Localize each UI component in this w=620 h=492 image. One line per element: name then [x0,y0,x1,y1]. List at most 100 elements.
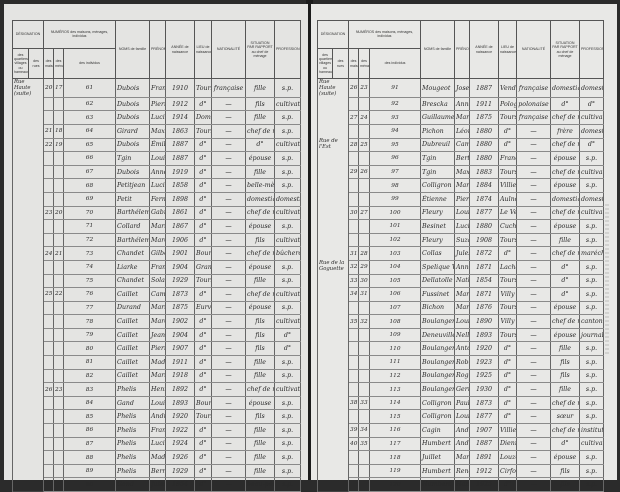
first-names: Louise Marie [149,396,166,411]
profession: cantonnier [579,314,604,329]
designation [12,219,44,234]
maison-number [348,219,359,234]
birthplace: d° [498,341,517,357]
first-names: Marie Henriette [149,301,166,316]
first-names: Suzanne [454,233,470,248]
menage-number [53,219,64,234]
household-relation: domestique [550,192,580,207]
maison-number [348,341,359,357]
designation [12,314,44,329]
individual-number: 103 [369,246,421,261]
birth-year: 1875 [165,301,195,316]
birthplace: Villiers [498,423,517,438]
household-relation: épouse [550,178,580,193]
nationality: — [516,437,551,452]
birthplace: d° [194,341,212,357]
first-names: Marie Émile [454,287,470,302]
birth-year: 1880 [469,138,499,153]
birthplace: Tours [194,274,212,289]
table-row: 221965DuboisÉmile Léon1887d°—d°cultivate… [12,138,301,153]
table-row: 63DuboisLucile Marie1914Dombasle—filles.… [12,110,301,125]
household-relation: fils [550,355,580,370]
nationality: — [516,301,551,316]
birthplace: d° [498,246,517,261]
birthplace: d° [194,450,212,465]
birthplace: Tours [498,328,517,343]
designation [12,138,44,152]
maison-number [43,464,54,479]
household-relation: d° [550,260,580,275]
family-name: Collas [420,246,455,261]
individual-number: 108 [369,314,421,329]
family-name: Colligron [420,409,455,425]
first-names: Madeleine [149,355,166,370]
birth-year: 1887 [469,437,499,452]
family-name: Girard [115,124,150,139]
nationality: — [516,233,551,248]
nationality: — [516,382,551,397]
profession: s.p. [579,219,604,234]
profession: cultivateur [274,206,301,221]
birthplace: Bourogne [194,396,212,411]
profession: s.p. [274,78,301,98]
book-spine [306,0,313,480]
household-relation: fils [245,97,275,112]
first-names: Gabriel Victor [149,206,166,221]
household-relation: épouse [550,301,580,316]
first-names: Marie Juliette [454,301,470,316]
maison-number [348,192,359,207]
profession: domestique [579,124,604,139]
birth-year: 1887 [469,78,499,98]
family-name: Dubois [115,97,150,112]
family-name: Besinet [420,219,455,234]
profession: s.p. [579,178,604,193]
first-names: Marcel Alphonse [149,233,166,248]
individual-number: 93 [369,110,421,125]
profession: domestique [579,192,604,207]
individual-number: 75 [63,274,116,289]
designation [317,328,349,342]
birth-year: 1902 [165,314,195,329]
profession: bûcheron [274,246,301,261]
individual-number: 76 [63,287,116,302]
table-row: 232070BarthélemyGabriel Victor1861d°—che… [12,206,301,221]
individual-number: 109 [369,328,421,343]
designation [12,328,44,342]
profession: s.p. [579,382,604,397]
first-names: Émile Léon [149,138,166,153]
individual-number: 80 [63,341,116,357]
profession: s.p. [274,274,301,289]
household-relation: fille [245,423,275,438]
table-row: 211864GirardMaximilien1863Tours—chef de … [12,124,301,139]
birthplace: d° [194,328,212,343]
family-name: Boulanger [420,382,455,397]
designation [317,110,349,125]
birth-year: 1925 [469,369,499,384]
maison-number: 30 [348,206,359,221]
profession: cultivateur [274,138,301,153]
header-situation: SITUATION PAR RAPPORT au chef de ménage [245,19,275,80]
designation [12,369,44,383]
header-lieu: LIEU de naissance [498,19,517,80]
profession: s.p. [274,464,301,479]
nationality: — [211,464,246,479]
family-name: Étienne [420,192,455,207]
first-names: Henri Jacques [149,382,166,397]
birth-year: 1872 [469,246,499,261]
family-name: Dubreuil [420,138,455,153]
maison-number [43,423,54,438]
maison-number: 22 [43,138,54,153]
menage-number: 27 [358,206,370,221]
first-names: Marie Louise [149,219,166,234]
birthplace: Eurville [194,301,212,316]
designation [317,274,349,288]
individual-number: 65 [63,138,116,153]
menage-number: 19 [53,138,64,153]
family-name: Durand [115,301,150,316]
household-relation: chef de ménage [550,206,580,221]
nationality: — [516,355,551,370]
designation [317,437,349,451]
birth-year: 1919 [165,165,195,180]
